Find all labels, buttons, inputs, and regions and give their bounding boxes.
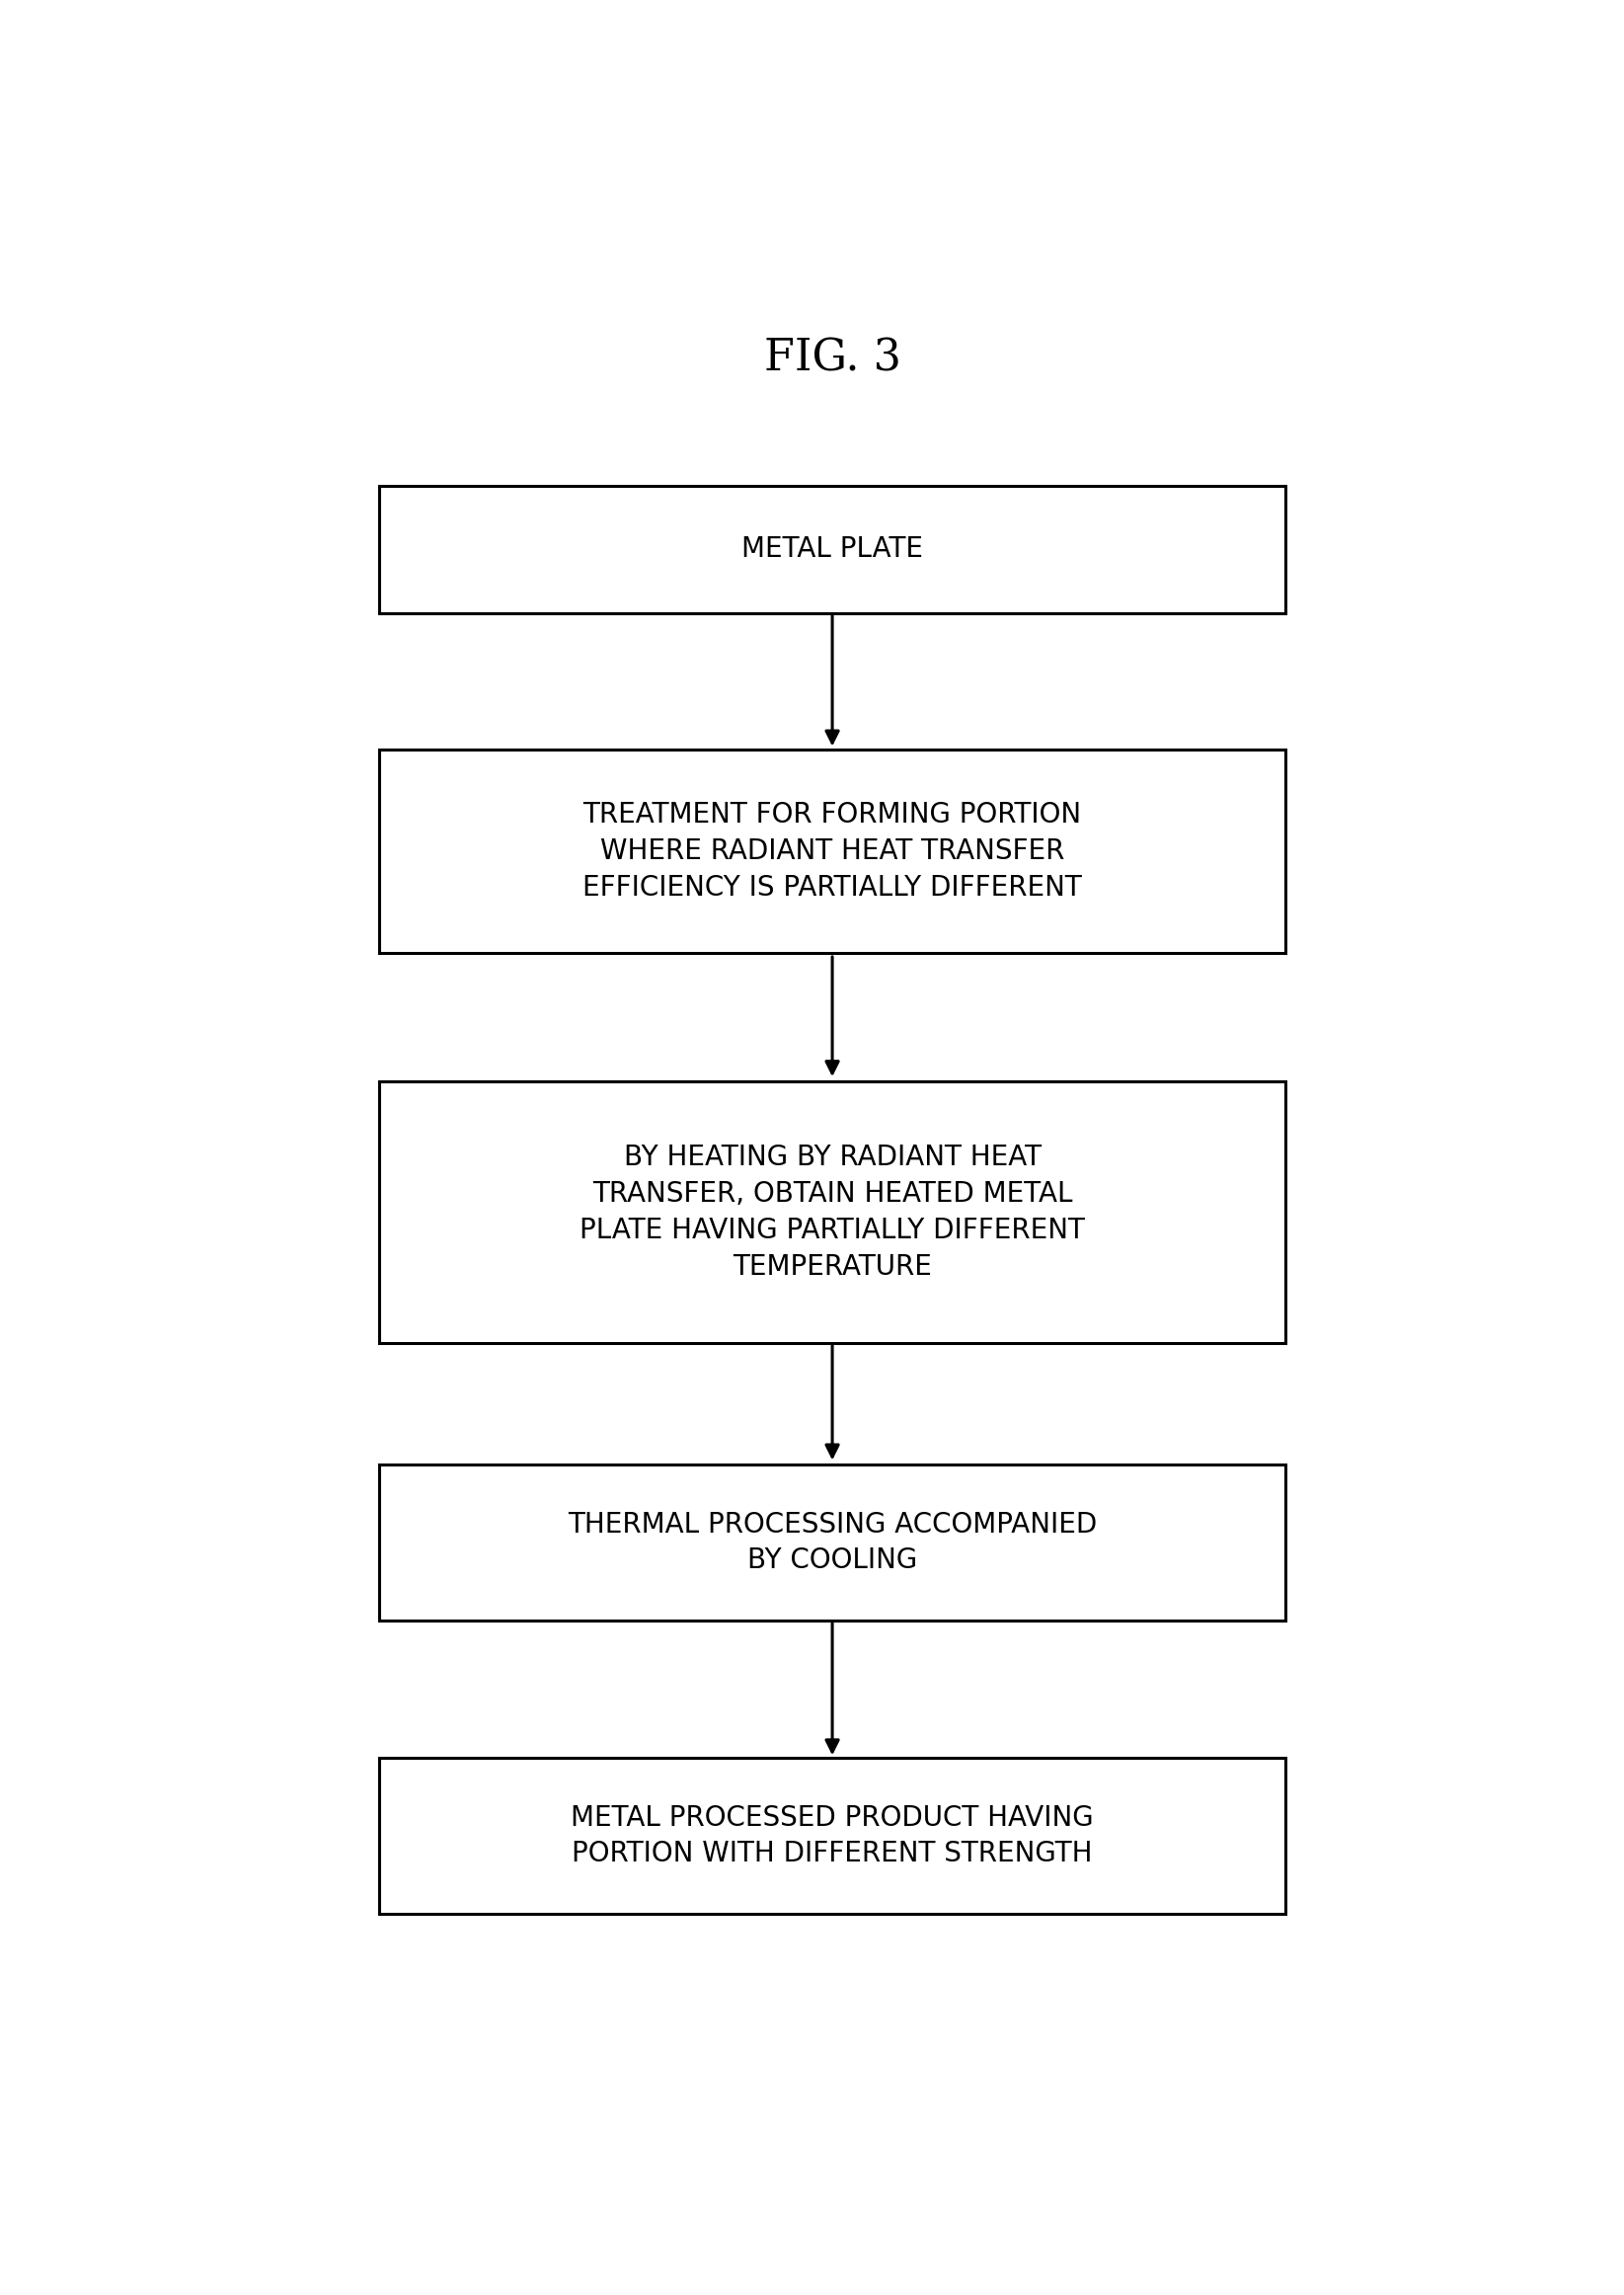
Text: BY HEATING BY RADIANT HEAT
TRANSFER, OBTAIN HEATED METAL
PLATE HAVING PARTIALLY : BY HEATING BY RADIANT HEAT TRANSFER, OBT… xyxy=(580,1143,1085,1281)
Bar xyxy=(380,750,1286,952)
Bar xyxy=(380,487,1286,613)
Text: FIG. 3: FIG. 3 xyxy=(763,337,901,381)
Text: TREATMENT FOR FORMING PORTION
WHERE RADIANT HEAT TRANSFER
EFFICIENCY IS PARTIALL: TREATMENT FOR FORMING PORTION WHERE RADI… xyxy=(583,801,1082,902)
Bar xyxy=(380,1758,1286,1914)
Bar xyxy=(380,1464,1286,1620)
Text: METAL PLATE: METAL PLATE xyxy=(742,535,922,562)
Text: THERMAL PROCESSING ACCOMPANIED
BY COOLING: THERMAL PROCESSING ACCOMPANIED BY COOLIN… xyxy=(568,1510,1096,1574)
Bar xyxy=(380,1081,1286,1343)
Text: METAL PROCESSED PRODUCT HAVING
PORTION WITH DIFFERENT STRENGTH: METAL PROCESSED PRODUCT HAVING PORTION W… xyxy=(572,1804,1093,1868)
